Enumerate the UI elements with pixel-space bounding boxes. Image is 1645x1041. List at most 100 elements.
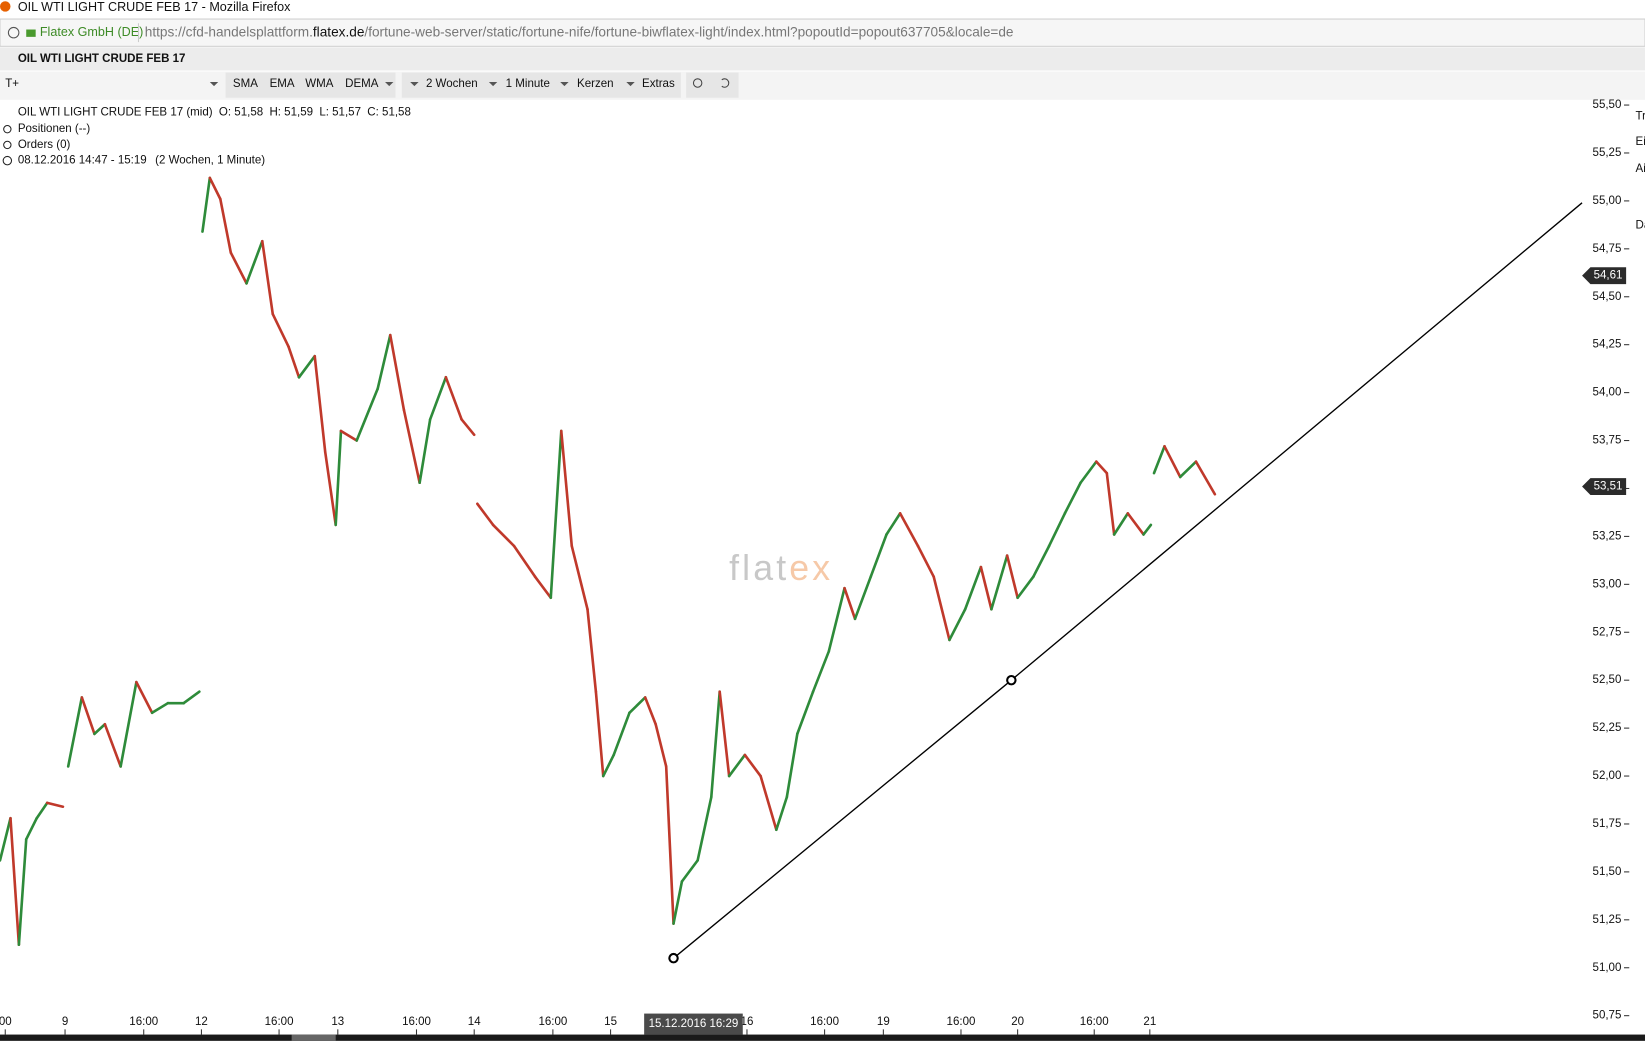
x-tick-label: 16:00: [947, 1016, 976, 1028]
price-segment: [313, 354, 327, 454]
price-segment: [612, 711, 631, 757]
price-segment: [1047, 512, 1067, 548]
y-tick-label: 52,50: [1593, 674, 1622, 686]
price-segment: [785, 732, 799, 799]
price-segment: [1005, 554, 1019, 600]
price-segment: [1194, 460, 1217, 496]
zoom-group: [686, 72, 739, 98]
price-segment: [428, 375, 448, 421]
x-tick-label: 16:00: [402, 1016, 431, 1028]
x-tick-label: 16:00: [1080, 1016, 1109, 1028]
extras-menu[interactable]: Extras: [642, 78, 675, 90]
price-segment: [628, 696, 647, 715]
instrument: OIL WTI LIGHT CRUDE FEB 17 (mid): [18, 106, 213, 118]
style-select[interactable]: Kerzen: [577, 78, 614, 90]
x-tick-label: 9: [62, 1016, 68, 1028]
scroll-thumb[interactable]: [291, 1034, 336, 1041]
price-segment: [334, 429, 343, 527]
price-segment: [24, 816, 39, 841]
low: L: 51,57: [319, 106, 361, 118]
reset-icon[interactable]: [721, 78, 730, 88]
url[interactable]: https://cfd-handelsplattform.flatex.de/f…: [145, 24, 1014, 39]
price-segment: [323, 450, 338, 527]
side-label: Da: [1636, 220, 1645, 232]
tab-title[interactable]: OIL WTI LIGHT CRUDE FEB 17: [18, 53, 186, 65]
x-tick-label: 13: [331, 1016, 344, 1028]
price-segment: [119, 680, 138, 768]
watermark: flatex: [729, 548, 833, 588]
y-tick-label: 53,25: [1593, 530, 1622, 542]
side-label: Ei: [1636, 136, 1645, 148]
wma-button[interactable]: WMA: [305, 78, 333, 90]
period-select[interactable]: 2 Wochen: [426, 78, 478, 90]
sma-button[interactable]: SMA: [233, 78, 258, 90]
trendline-handle: [668, 952, 679, 964]
range: 08.12.2016 14:47 - 15:19 (2 Wochen, 1 Min…: [18, 155, 265, 167]
price-segment: [898, 512, 920, 548]
close: C: 51,58: [367, 106, 411, 118]
price-segment: [672, 880, 684, 925]
orders[interactable]: Orders (0): [18, 139, 71, 151]
high: H: 51,59: [269, 106, 313, 118]
price-segment: [1126, 512, 1145, 536]
price-segment: [460, 418, 476, 437]
interval-select[interactable]: 1 Minute: [506, 78, 550, 90]
price-segment: [743, 753, 762, 778]
watermark-right: ex: [789, 548, 833, 588]
price-segment: [201, 176, 212, 233]
price-segment: [476, 502, 495, 527]
price-segment: [1079, 460, 1098, 485]
zoom-icon[interactable]: [692, 78, 703, 88]
text-tool[interactable]: T+: [5, 78, 19, 90]
price-segment: [796, 690, 815, 736]
url-suffix: /fortune-web-server/static/fortune-nife/…: [364, 24, 1013, 39]
window-title: OIL WTI LIGHT CRUDE FEB 17 - Mozilla Fir…: [18, 0, 291, 14]
x-tick-label: 12: [195, 1016, 208, 1028]
price-segment: [963, 565, 983, 611]
price-segment: [853, 575, 873, 621]
price-segment: [45, 801, 65, 809]
y-tick-label: 51,00: [1593, 962, 1622, 974]
range-dates: 08.12.2016 14:47 - 15:19: [18, 155, 147, 167]
price-segment: [1095, 460, 1109, 475]
url-prefix: https://cfd-handelsplattform.: [145, 24, 313, 39]
lock-icon: [26, 29, 36, 37]
info-icon[interactable]: [7, 26, 20, 39]
price-segment: [376, 333, 392, 391]
address-bar[interactable]: [0, 18, 1645, 47]
orders-icon: [3, 140, 12, 150]
price-segment: [586, 607, 598, 693]
x-tick-label: 14: [468, 1016, 481, 1028]
dema-button[interactable]: DEMA: [345, 78, 379, 90]
y-tick-label: 54,50: [1593, 291, 1622, 303]
price-segment: [775, 795, 789, 832]
price-segment: [948, 607, 967, 642]
price-segment: [594, 690, 605, 778]
price-segment: [66, 696, 84, 768]
ema-button[interactable]: EMA: [270, 78, 295, 90]
site-identity[interactable]: Flatex GmbH (DE): [40, 25, 143, 39]
price-segment: [229, 251, 248, 285]
price-segment: [208, 176, 222, 201]
price-segment: [885, 512, 902, 536]
y-tick-label: 54,00: [1593, 387, 1622, 399]
price-segment: [1163, 444, 1182, 479]
y-tick-label: 55,25: [1593, 147, 1622, 159]
y-tick-label: 54,25: [1593, 339, 1622, 351]
price-segment: [990, 554, 1009, 611]
price-segment: [932, 575, 951, 642]
price-segment: [9, 816, 21, 947]
y-tick-label: 54,75: [1593, 243, 1622, 255]
price-segment: [1152, 444, 1166, 475]
x-tick-label: 19: [877, 1016, 890, 1028]
instrument-info: OIL WTI LIGHT CRUDE FEB 17 (mid) O: 51,58…: [18, 106, 411, 118]
x-tick-label: 16:00: [265, 1016, 294, 1028]
price-segment: [17, 837, 28, 947]
positions[interactable]: Positionen (--): [18, 123, 91, 135]
bottom-bar: [0, 1034, 1645, 1041]
price-segment: [35, 801, 49, 820]
price-tag: [1582, 478, 1627, 495]
price-segment: [339, 429, 359, 442]
price-segment: [1112, 512, 1130, 536]
